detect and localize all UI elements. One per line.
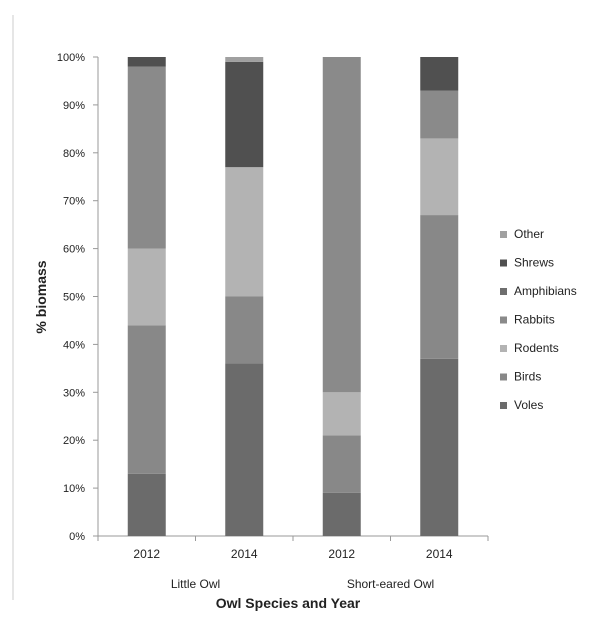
y-tick-label: 20%: [63, 435, 85, 447]
bar-segment-rabbits: [322, 57, 361, 393]
legend-label-shrews: Shrews: [514, 256, 554, 270]
x-axis-title: Owl Species and Year: [216, 595, 361, 611]
bar-segment-birds: [225, 296, 264, 364]
legend-label-rabbits: Rabbits: [514, 313, 555, 327]
bars-group: [127, 57, 459, 536]
legend: Other Shrews Amphibians Rabbits Rodents Birds…: [500, 227, 577, 412]
group-label: Short-eared Owl: [347, 577, 434, 591]
bar-segment-rodents: [420, 138, 459, 216]
x-tick-label: 2014: [231, 547, 258, 561]
bar-segment-rodents: [225, 167, 264, 297]
y-tick-label: 100%: [57, 52, 85, 64]
x-tick-label: 2012: [328, 547, 355, 561]
bar-segment-rabbits: [420, 90, 459, 139]
bar-segment-birds: [420, 215, 459, 359]
y-tick-label: 60%: [63, 244, 85, 256]
x-tick-label: 2012: [133, 547, 160, 561]
bar-segment-shrews: [127, 57, 166, 67]
y-axis-ticks-group: 0% 10% 20% 30% 40% 50% 60% 70% 80% 90% 100%: [57, 52, 488, 543]
legend-label-amphibians: Amphibians: [514, 284, 577, 298]
legend-label-other: Other: [514, 227, 544, 241]
legend-label-birds: Birds: [514, 370, 541, 384]
y-tick-label: 90%: [63, 100, 85, 112]
legend-swatch-amphibians: [500, 288, 507, 295]
bar-segment-voles: [322, 492, 361, 536]
legend-swatch-rabbits: [500, 316, 507, 324]
bar-segment-other: [225, 57, 264, 62]
legend-swatch-birds: [500, 373, 507, 381]
bar-segment-birds: [322, 435, 361, 493]
y-tick-label: 40%: [63, 339, 85, 351]
y-tick-label: 10%: [63, 483, 85, 495]
bar-segment-voles: [127, 473, 166, 536]
bar-segment-voles: [225, 363, 264, 536]
bar-segment-rodents: [127, 248, 166, 326]
bar-segment-shrews: [225, 61, 264, 168]
legend-swatch-voles: [500, 402, 507, 409]
group-label: Little Owl: [171, 577, 220, 591]
legend-label-voles: Voles: [514, 398, 543, 412]
bar-segment-voles: [420, 358, 459, 536]
y-axis-title: % biomass: [33, 260, 49, 333]
x-tick-label: 2014: [426, 547, 453, 561]
y-tick-label: 50%: [63, 292, 85, 304]
y-tick-label: 80%: [63, 148, 85, 160]
legend-swatch-other: [500, 231, 507, 238]
x-axis-labels-group: 2012 2014 2012 2014 Little Owl Short-eared Ow…: [97, 536, 489, 591]
legend-label-rodents: Rodents: [514, 341, 559, 355]
legend-swatch-rodents: [500, 345, 507, 352]
bar-segment-rabbits: [127, 66, 166, 249]
bar-segment-birds: [127, 325, 166, 474]
y-tick-label: 70%: [63, 196, 85, 208]
legend-swatch-shrews: [500, 259, 507, 267]
y-tick-label: 0%: [69, 531, 85, 543]
y-tick-label: 30%: [63, 387, 85, 399]
bar-segment-shrews: [420, 57, 459, 91]
bar-segment-rodents: [322, 392, 361, 436]
